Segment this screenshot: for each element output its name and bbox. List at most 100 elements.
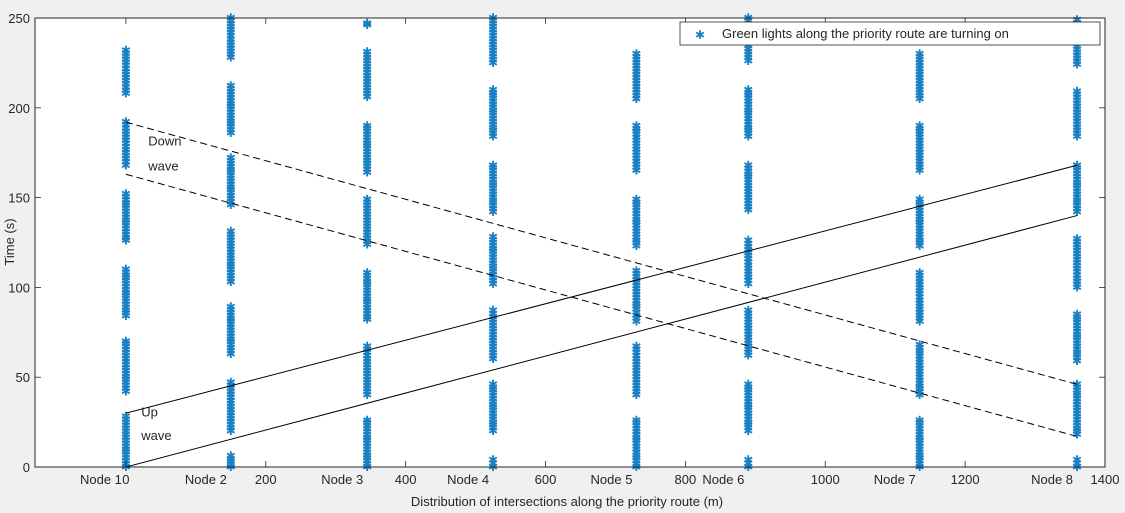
green-light-marker: ✱ [743,268,753,282]
green-light-marker: ✱ [121,207,131,221]
green-light-marker: ✱ [121,289,131,303]
green-light-marker: ✱ [915,359,925,373]
green-light-marker: ✱ [915,419,925,433]
green-light-marker: ✱ [1072,422,1082,436]
x-tick-label: 1400 [1091,472,1120,487]
green-light-marker: ✱ [121,379,131,393]
green-light-marker: ✱ [1072,453,1082,467]
green-light-marker: ✱ [488,164,498,178]
green-light-marker: ✱ [121,225,131,239]
green-light-marker: ✱ [226,117,236,131]
green-light-marker: ✱ [121,187,131,201]
green-light-marker: ✱ [631,267,641,281]
green-light-marker: ✱ [488,307,498,321]
green-light-marker: ✱ [488,86,498,100]
x-tick-label: 1200 [951,472,980,487]
green-light-marker: ✱ [743,453,753,467]
green-light-marker: ✱ [915,364,925,378]
green-light-marker: ✱ [488,352,498,366]
green-light-marker: ✱ [488,185,498,199]
green-light-marker: ✱ [488,386,498,400]
green-light-marker: ✱ [743,404,753,418]
green-light-marker: ✱ [743,277,753,291]
green-light-marker: ✱ [226,26,236,40]
green-light-marker: ✱ [362,136,372,150]
green-light-marker: ✱ [226,418,236,432]
green-light-marker: ✱ [915,388,925,402]
green-light-marker: ✱ [121,155,131,169]
green-light-marker: ✱ [362,198,372,212]
green-light-marker: ✱ [743,418,753,432]
green-light-marker: ✱ [226,452,236,466]
green-light-marker: ✱ [362,440,372,454]
green-light-marker: ✱ [362,133,372,147]
green-light-marker: ✱ [488,242,498,256]
green-light-marker: ✱ [362,358,372,372]
green-light-marker: ✱ [121,343,131,357]
green-light-marker: ✱ [488,251,498,265]
green-light-marker: ✱ [226,309,236,323]
green-light-marker: ✱ [362,142,372,156]
node-green-lights: ✱✱✱✱✱✱✱✱✱✱✱✱✱✱✱✱✱✱✱✱✱✱✱✱✱✱✱✱✱✱✱✱✱✱✱✱✱✱✱✱… [915,47,925,474]
green-light-marker: ✱ [121,77,131,91]
y-tick-label: 0 [23,460,30,475]
green-light-marker: ✱ [1072,52,1082,66]
green-light-marker: ✱ [631,309,641,323]
green-light-marker: ✱ [915,222,925,236]
green-light-marker: ✱ [226,388,236,402]
x-tick-label: 800 [675,472,697,487]
green-light-marker: ✱ [915,293,925,307]
green-light-marker: ✱ [631,74,641,88]
green-light-marker: ✱ [488,179,498,193]
green-light-marker: ✱ [121,205,131,219]
green-light-marker: ✱ [631,294,641,308]
green-light-marker: ✱ [121,193,131,207]
green-light-marker: ✱ [488,248,498,262]
green-light-marker: ✱ [121,445,131,459]
green-light-marker: ✱ [915,233,925,247]
node-green-lights: ✱✱✱✱✱✱✱✱✱✱✱✱✱✱✱✱✱✱✱✱✱✱✱✱✱✱✱✱✱✱✱✱✱✱✱✱✱✱✱✱… [121,43,131,474]
green-light-marker: ✱ [121,425,131,439]
green-light-marker: ✱ [743,48,753,62]
green-light-marker: ✱ [743,115,753,129]
green-light-marker: ✱ [631,233,641,247]
green-light-marker: ✱ [915,59,925,73]
green-light-marker: ✱ [226,455,236,469]
green-light-marker: ✱ [488,205,498,219]
green-light-marker: ✱ [1072,407,1082,421]
green-light-marker: ✱ [1072,398,1082,412]
green-light-marker: ✱ [1072,193,1082,207]
green-light-marker: ✱ [915,158,925,172]
green-light-marker: ✱ [1072,199,1082,213]
green-light-marker: ✱ [488,337,498,351]
green-light-marker: ✱ [226,123,236,137]
green-light-marker: ✱ [362,379,372,393]
green-light-marker: ✱ [1072,345,1082,359]
green-light-marker: ✱ [488,193,498,207]
green-light-marker: ✱ [1072,118,1082,132]
green-light-marker: ✱ [1072,190,1082,204]
green-light-marker: ✱ [631,77,641,91]
green-light-marker: ✱ [743,103,753,117]
green-light-marker: ✱ [631,195,641,209]
green-light-marker: ✱ [488,112,498,126]
green-light-marker: ✱ [743,334,753,348]
green-light-marker: ✱ [226,424,236,438]
green-light-marker: ✱ [226,169,236,183]
green-light-marker: ✱ [631,445,641,459]
green-light-marker: ✱ [121,361,131,375]
green-light-marker: ✱ [226,269,236,283]
green-light-marker: ✱ [915,305,925,319]
green-light-marker: ✱ [362,237,372,251]
green-light-marker: ✱ [226,449,236,463]
green-light-marker: ✱ [488,424,498,438]
green-light-marker: ✱ [1072,322,1082,336]
green-light-marker: ✱ [631,155,641,169]
green-light-marker: ✱ [226,394,236,408]
green-light-marker: ✱ [488,26,498,40]
green-light-marker: ✱ [226,254,236,268]
green-light-marker: ✱ [1072,97,1082,111]
green-light-marker: ✱ [631,379,641,393]
green-light-marker: ✱ [121,118,131,132]
green-light-marker: ✱ [226,306,236,320]
